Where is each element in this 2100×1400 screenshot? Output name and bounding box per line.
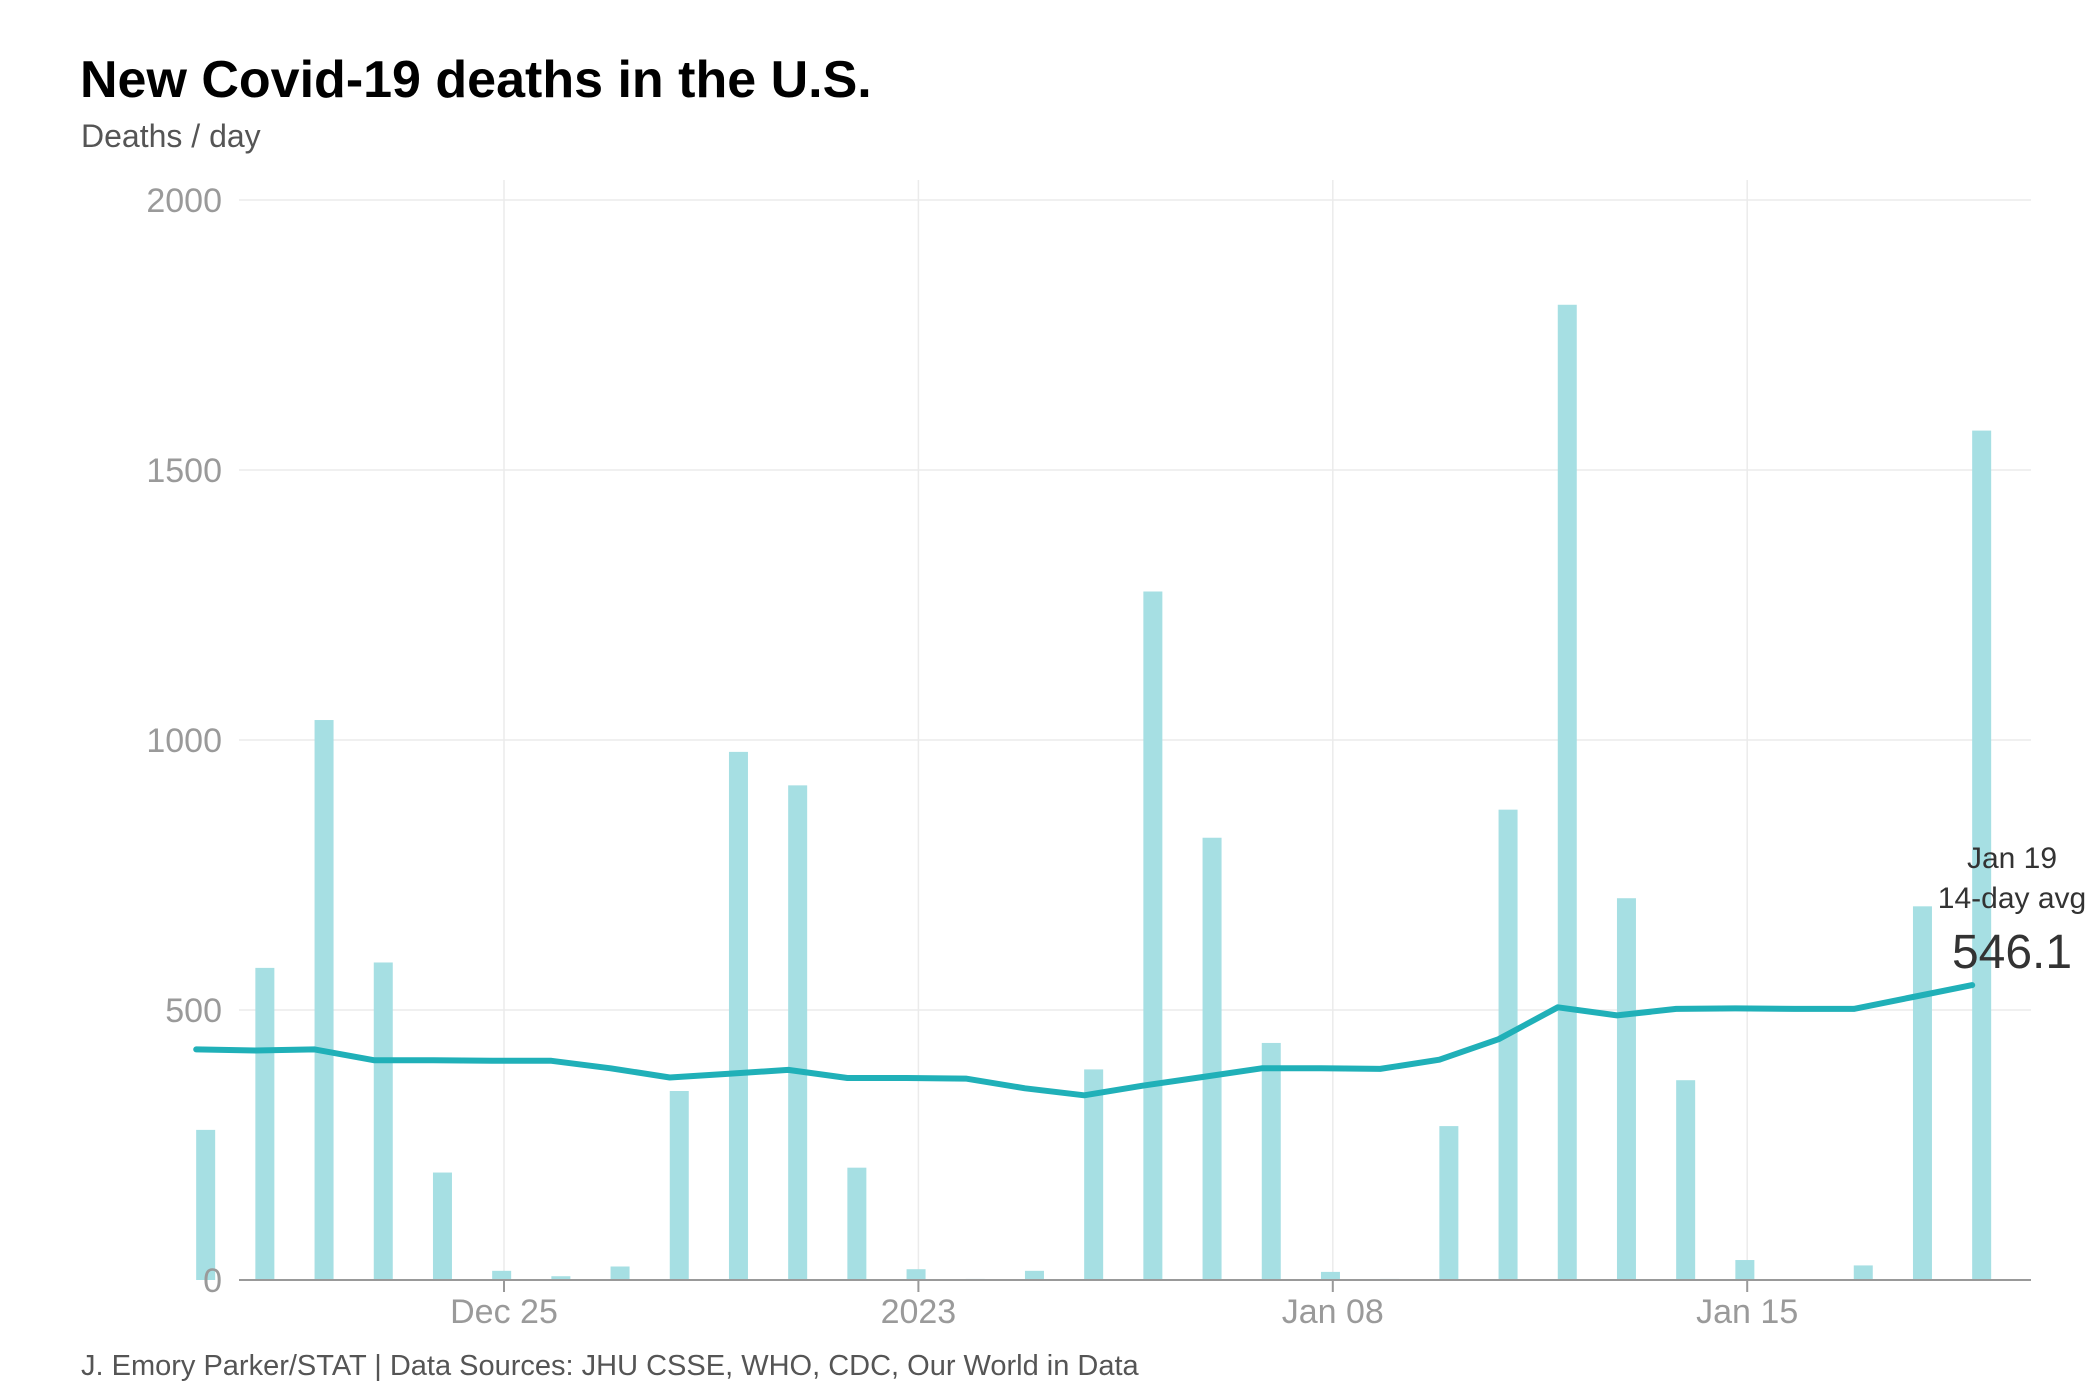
y-tick-label: 1500 [146, 452, 222, 490]
bar [610, 1266, 630, 1280]
bar [1439, 1126, 1459, 1280]
bar [432, 1172, 452, 1280]
avg-line [193, 982, 1976, 1099]
bar [1853, 1265, 1873, 1280]
bar [1557, 304, 1577, 1280]
bar [1735, 1260, 1755, 1280]
annotation-value: 546.1 [1952, 926, 2072, 979]
bar [1498, 809, 1518, 1280]
bar [906, 1269, 926, 1280]
bar [196, 1129, 216, 1280]
chart-title: New Covid-19 deaths in the U.S. [80, 51, 872, 109]
bar [1676, 1080, 1696, 1280]
bar [1616, 898, 1636, 1280]
y-tick-label: 500 [165, 992, 222, 1030]
bar [314, 720, 334, 1280]
annotation-date: Jan 19 [1967, 842, 2057, 875]
bar [847, 1167, 867, 1280]
y-tick-label: 1000 [146, 722, 222, 760]
x-tick-label: 2023 [881, 1293, 957, 1331]
bar [492, 1270, 512, 1280]
annotation-label: 14-day avg [1938, 882, 2086, 915]
x-tick-label: Jan 08 [1282, 1293, 1384, 1331]
bar [551, 1276, 571, 1280]
chart-source: J. Emory Parker/STAT | Data Sources: JHU… [81, 1350, 1139, 1382]
bar [1912, 906, 1932, 1280]
x-tick-label: Dec 25 [450, 1293, 558, 1331]
bar [1084, 1069, 1104, 1280]
chart-subtitle: Deaths / day [81, 118, 261, 154]
bar [255, 967, 275, 1280]
x-tick-label: Jan 15 [1696, 1293, 1798, 1331]
y-tick-label: 2000 [146, 182, 222, 220]
bar [1143, 591, 1163, 1280]
bar [728, 751, 748, 1280]
bar [1972, 430, 1992, 1281]
bar [669, 1091, 689, 1280]
bar [788, 785, 808, 1280]
bar [1024, 1270, 1044, 1280]
bar [1202, 837, 1222, 1280]
bar [373, 962, 393, 1280]
bar [1261, 1042, 1281, 1280]
y-tick-label: 0 [203, 1262, 222, 1300]
bar [1320, 1271, 1340, 1280]
